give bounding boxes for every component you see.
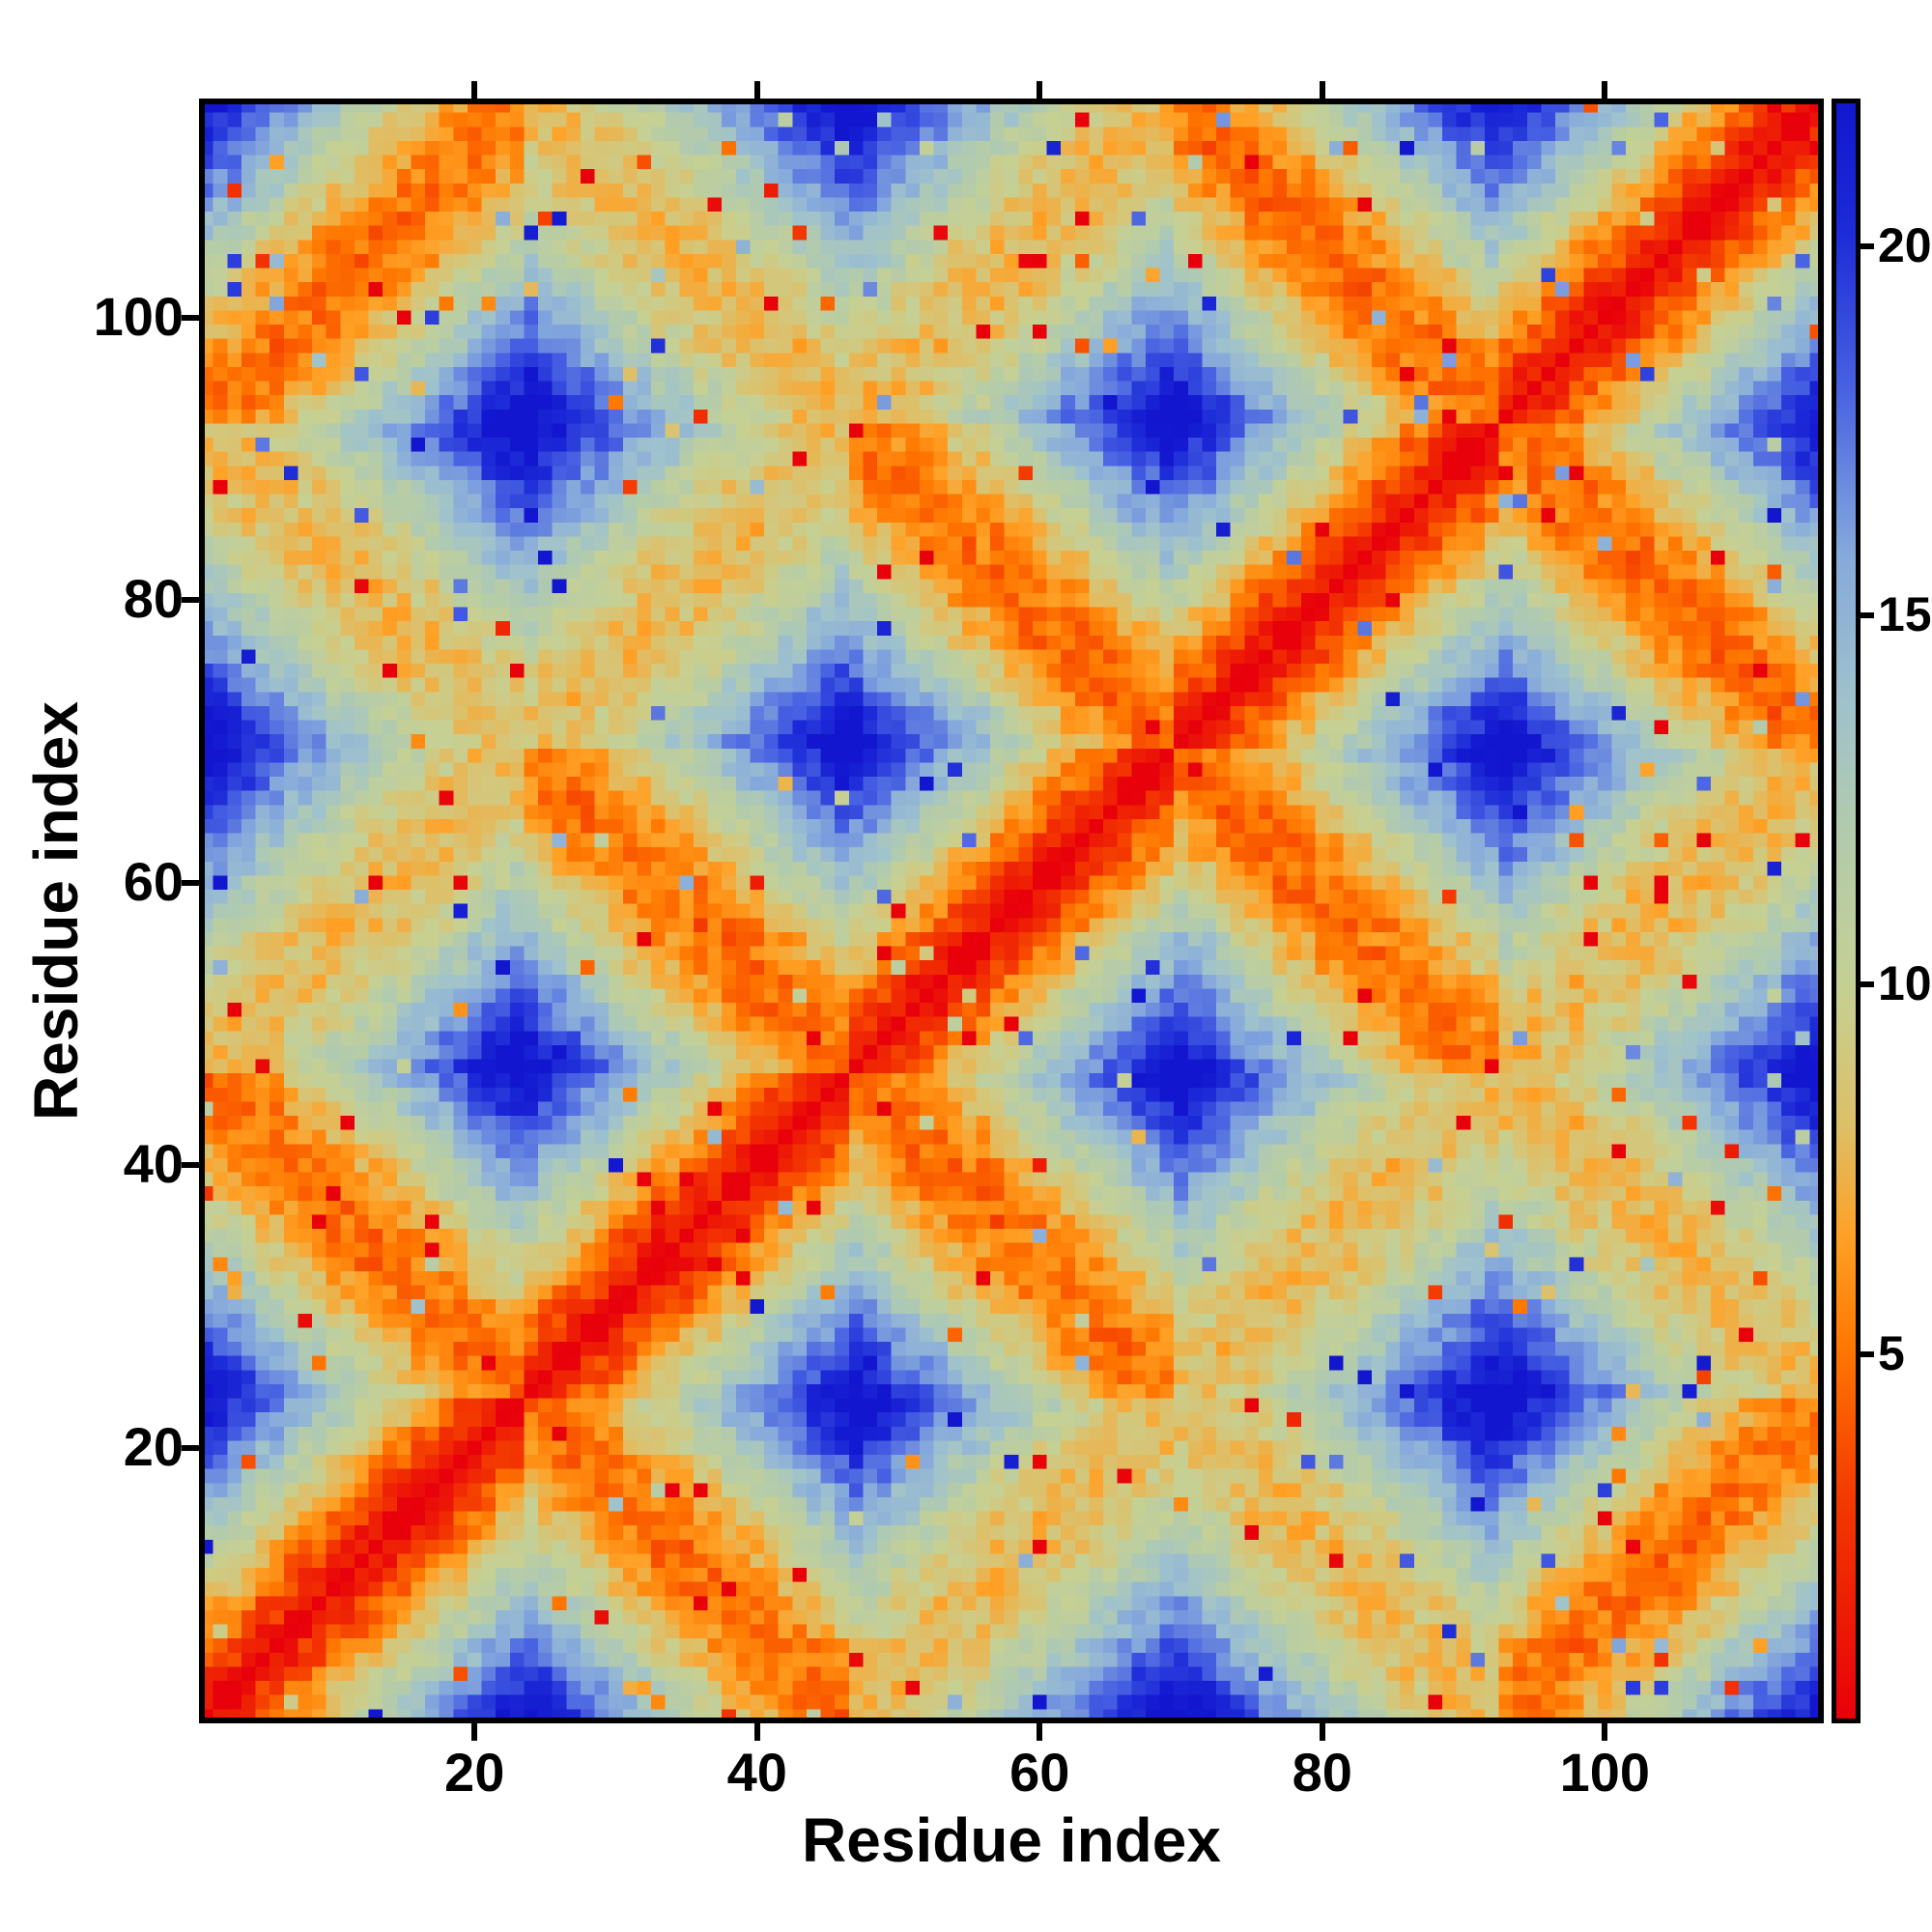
y-tick-label: 100 [93,285,184,347]
colorbar-tick-mark [1861,612,1874,619]
y-tick-mark [182,879,199,886]
heatmap-canvas [199,99,1824,1723]
x-tick-mark-top [1037,81,1043,99]
colorbar-tick-label: 5 [1878,1325,1905,1380]
x-tick-label: 60 [1009,1742,1070,1803]
x-tick-label: 80 [1292,1742,1352,1803]
colorbar-tick-mark [1861,1350,1874,1357]
y-tick-label: 80 [123,568,184,630]
y-tick-mark [182,314,199,321]
x-tick-label: 40 [726,1742,787,1803]
colorbar-tick-mark [1861,242,1874,249]
x-tick-mark-top [471,81,478,99]
x-tick-mark-top [1602,81,1608,99]
x-tick-mark [471,1723,478,1741]
colorbar-tick-mark [1861,981,1874,988]
y-tick-label: 40 [123,1133,184,1195]
x-tick-mark-top [753,81,760,99]
x-tick-mark [1319,1723,1325,1741]
x-tick-label: 20 [444,1742,505,1803]
x-tick-mark [1602,1723,1608,1741]
x-tick-mark [1037,1723,1043,1741]
y-tick-mark [182,597,199,604]
colorbar-tick-label: 10 [1878,956,1932,1011]
x-tick-mark [753,1723,760,1741]
y-tick-label: 20 [123,1415,184,1477]
y-tick-mark [182,1444,199,1451]
x-tick-mark-top [1319,81,1325,99]
colorbar-tick-label: 20 [1878,217,1932,272]
y-tick-label: 60 [123,850,184,912]
y-tick-mark [182,1162,199,1169]
colorbar-gradient [1832,99,1861,1723]
x-axis-label: Residue index [802,1805,1221,1875]
x-tick-label: 100 [1559,1742,1650,1803]
colorbar-tick-label: 15 [1878,587,1932,642]
